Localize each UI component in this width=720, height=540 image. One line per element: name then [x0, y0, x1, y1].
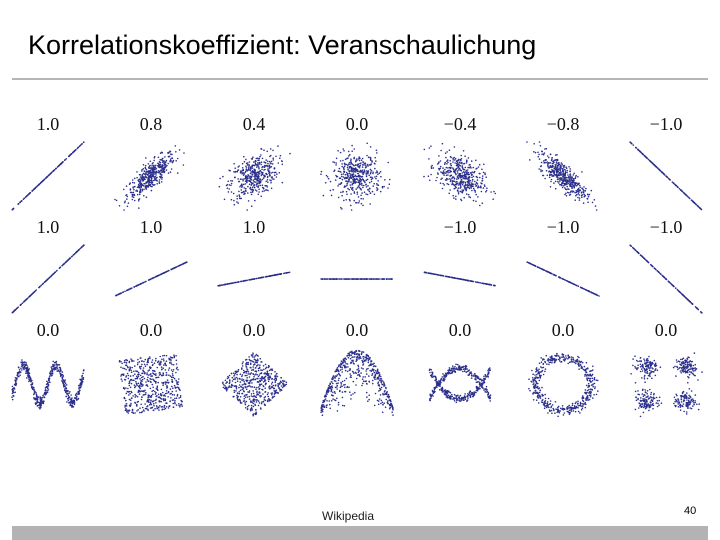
scatter-points [428, 363, 492, 404]
scatter-points [320, 142, 391, 211]
scatter-panel-r2-c5: −1.0 [423, 217, 496, 287]
scatter-panel-r3-c6: 0.0 [528, 320, 599, 418]
coefficient-label: 0.0 [655, 320, 678, 340]
scatter-panel-r2-c6: −1.0 [526, 217, 600, 297]
scatter-points [11, 359, 85, 410]
scatter-points [11, 141, 85, 211]
scatter-points [114, 145, 185, 211]
coefficient-label: −1.0 [547, 217, 580, 237]
scatter-points [528, 352, 599, 418]
title-divider [12, 78, 708, 80]
coefficient-label: 0.0 [449, 320, 472, 340]
coefficient-label: 0.0 [37, 320, 60, 340]
scatter-panel-r3-c5: 0.0 [428, 320, 492, 404]
scatter-panel-r3-c2: 0.0 [118, 320, 183, 415]
scatter-points [115, 261, 188, 297]
scatter-panel-r2-c7: −1.0 [629, 217, 703, 314]
coefficient-label: −0.8 [547, 114, 580, 134]
scatter-panel-r3-c7: 0.0 [630, 320, 703, 418]
scatter-points [320, 349, 394, 417]
source-caption: Wikipedia [322, 509, 375, 523]
scatter-panel-r1-c4: 0.0 [320, 114, 391, 211]
scatter-points [629, 244, 703, 314]
slide-title: Korrelationskoeffizient: Veranschaulichu… [28, 30, 537, 60]
scatter-points [630, 352, 703, 418]
coefficient-label: 1.0 [37, 114, 60, 134]
coefficient-label: 1.0 [243, 217, 266, 237]
correlation-figure: 1.0 0.8 0.4 0.0 −0.4 −0.8 −1.0 1.0 1.0 1.0 −1.0 −1.… [10, 90, 710, 425]
scatter-panel-r2-c1: 1.0 [11, 217, 85, 314]
coefficient-label: 0.4 [243, 114, 266, 134]
coefficient-label: 1.0 [37, 217, 60, 237]
scatter-points [11, 244, 85, 314]
coefficient-label: 0.8 [140, 114, 163, 134]
page-number: 40 [684, 505, 697, 517]
coefficient-label: 1.0 [140, 217, 163, 237]
scatter-panel-r2-c2: 1.0 [115, 217, 188, 297]
scatter-points [118, 354, 183, 415]
footer-bar [12, 526, 708, 540]
scatter-points [423, 271, 496, 287]
scatter-panel-r1-c7: −1.0 [629, 114, 703, 211]
scatter-panel-r1-c1: 1.0 [11, 114, 85, 211]
scatter-panel-r1-c3: 0.4 [218, 114, 291, 211]
scatter-panel-r3-c3: 0.0 [222, 320, 288, 417]
scatter-panels-grid: 1.0 0.8 0.4 0.0 −0.4 −0.8 −1.0 1.0 1.0 1.0 −1.0 −1.… [11, 114, 703, 418]
coefficient-label: 0.0 [140, 320, 163, 340]
scatter-panel-r2-c3: 1.0 [217, 217, 291, 287]
scatter-points [526, 261, 600, 297]
scatter-points [218, 145, 291, 211]
scatter-panel-r3-c1: 0.0 [11, 320, 85, 410]
scatter-points [629, 141, 703, 211]
coefficient-label: 0.0 [243, 320, 266, 340]
scatter-points [320, 278, 393, 280]
scatter-points [217, 271, 291, 287]
scatter-panel-r1-c5: −0.4 [423, 114, 497, 207]
coefficient-label: 0.0 [346, 320, 369, 340]
scatter-points [423, 142, 497, 207]
scatter-panel-r1-c6: −0.8 [526, 114, 598, 211]
scatter-panel-r3-c4: 0.0 [320, 320, 394, 417]
scatter-panel-r1-c2: 0.8 [114, 114, 185, 211]
coefficient-label: −1.0 [444, 217, 477, 237]
coefficient-label: −1.0 [650, 114, 683, 134]
coefficient-label: 0.0 [346, 114, 369, 134]
scatter-points [222, 352, 288, 417]
coefficient-label: −1.0 [650, 217, 683, 237]
scatter-points [526, 141, 598, 211]
scatter-panel-r2-c4 [320, 278, 393, 280]
coefficient-label: −0.4 [444, 114, 477, 134]
coefficient-label: 0.0 [552, 320, 575, 340]
